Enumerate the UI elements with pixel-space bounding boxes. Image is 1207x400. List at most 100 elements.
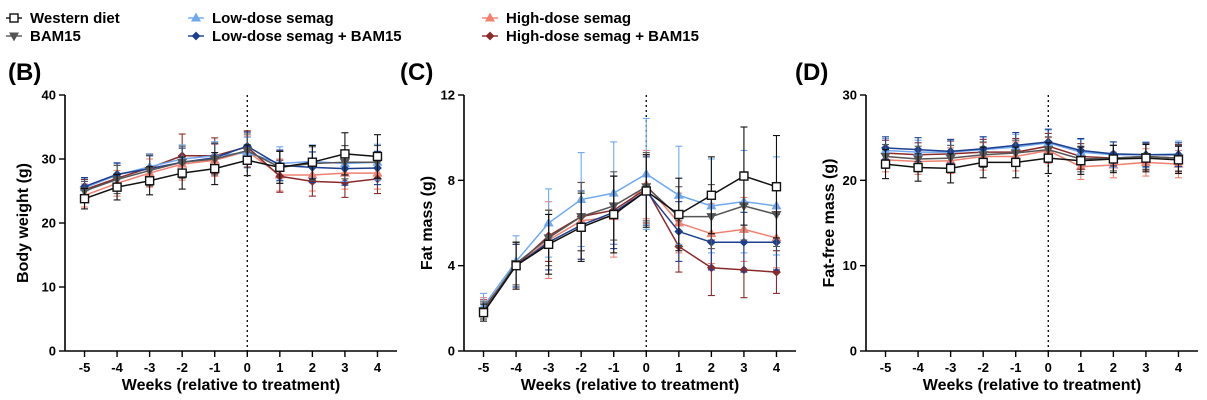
data-point xyxy=(112,182,122,192)
data-point xyxy=(79,193,90,204)
x-tick-label: 0 xyxy=(1045,360,1052,375)
x-tick-label: -1 xyxy=(209,360,221,375)
data-point xyxy=(275,162,285,173)
x-tick-label: 3 xyxy=(740,360,747,375)
panel-letter: (D) xyxy=(795,59,828,86)
y-tick-label: 4 xyxy=(448,258,456,273)
legend-marker-icon xyxy=(190,12,202,22)
data-point xyxy=(1173,155,1184,165)
legend-item-low-dose-semag: Low-dose semag xyxy=(188,10,334,27)
legend-label: High-dose semag xyxy=(506,10,631,27)
x-tick-label: 3 xyxy=(1142,360,1149,375)
data-point xyxy=(771,182,782,192)
series-line xyxy=(482,175,777,314)
x-tick-label: 1 xyxy=(1077,360,1084,375)
legend-marker-icon xyxy=(9,13,19,23)
y-tick-label: 20 xyxy=(42,216,56,231)
data-point xyxy=(609,209,619,220)
x-tick-label: -1 xyxy=(608,360,620,375)
series-line xyxy=(482,185,777,311)
x-tick-label: 1 xyxy=(276,360,283,375)
data-point xyxy=(1043,153,1053,163)
x-tick-label: 2 xyxy=(1110,360,1117,375)
y-tick-label: 0 xyxy=(49,344,56,359)
data-point xyxy=(372,151,383,162)
x-tick-label: -5 xyxy=(880,360,892,375)
y-tick-label: 8 xyxy=(448,173,455,188)
series-line xyxy=(885,157,1179,170)
y-tick-label: 10 xyxy=(843,258,857,273)
series-high-dose-semag-bam15 xyxy=(479,154,781,318)
data-point xyxy=(978,157,988,168)
y-tick-label: 40 xyxy=(42,88,56,103)
data-point xyxy=(880,159,891,169)
series-western-diet xyxy=(79,132,383,210)
x-tick-label: -3 xyxy=(945,360,957,375)
data-point xyxy=(1076,156,1086,166)
series-line xyxy=(885,141,1179,156)
data-point xyxy=(1108,154,1119,164)
data-point xyxy=(674,209,684,220)
x-tick-label: -5 xyxy=(79,360,91,375)
x-tick-label: -2 xyxy=(977,360,989,375)
y-tick-label: 30 xyxy=(843,88,857,103)
data-point xyxy=(340,149,350,159)
series-line xyxy=(885,148,1179,160)
panel-letter: (C) xyxy=(400,59,433,86)
x-tick-label: -5 xyxy=(478,360,490,375)
series-bam15 xyxy=(79,133,383,202)
legend-label: High-dose semag + BAM15 xyxy=(506,28,699,45)
data-point xyxy=(478,307,489,318)
panel-letter: (B) xyxy=(8,59,41,86)
x-tick-label: 4 xyxy=(374,360,382,375)
data-point xyxy=(913,162,923,173)
data-point xyxy=(144,176,155,186)
legend-item-high-dose-semag-bam15: High-dose semag + BAM15 xyxy=(482,28,699,45)
x-axis-label: Weeks (relative to treatment) xyxy=(122,377,340,394)
x-tick-label: 4 xyxy=(1175,360,1183,375)
series-line xyxy=(84,145,378,188)
x-tick-label: 4 xyxy=(773,360,781,375)
y-tick-label: 12 xyxy=(441,88,455,103)
legend-label: BAM15 xyxy=(30,28,81,45)
series-line xyxy=(482,189,777,311)
series-line xyxy=(84,153,378,200)
y-tick-label: 20 xyxy=(843,173,857,188)
series-line xyxy=(84,149,378,192)
legend-label: Low-dose semag + BAM15 xyxy=(212,28,402,45)
legend-item-low-dose-semag-bam15: Low-dose semag + BAM15 xyxy=(188,28,402,45)
series-western-diet xyxy=(880,142,1184,184)
x-tick-label: -2 xyxy=(575,360,587,375)
panel-d: (D) 0 10 20 30 -5 -4 -3 -2 -1 0 1 2 3 4 Weeks (relative… xyxy=(795,59,1198,394)
x-axis-label: Weeks (relative to treatment) xyxy=(923,377,1141,394)
x-tick-label: 3 xyxy=(341,360,348,375)
series-low-dose-semag xyxy=(79,136,383,198)
series-line xyxy=(885,149,1179,168)
y-tick-label: 0 xyxy=(448,344,455,359)
data-point xyxy=(641,186,651,196)
legend-marker-icon xyxy=(191,31,201,41)
x-axis-label: Weeks (relative to treatment) xyxy=(521,377,739,394)
legend-label: Western diet xyxy=(30,10,120,27)
legend-marker-icon xyxy=(485,31,495,41)
data-point xyxy=(706,190,717,200)
panel-b: (B) 0 10 20 30 40 -5 -4 -3 -2 -1 0 1 2 3 4 Weeks (relati… xyxy=(8,59,397,394)
legend-item-high-dose-semag: High-dose semag xyxy=(482,10,631,27)
legend-label: Low-dose semag xyxy=(212,10,334,27)
data-point xyxy=(307,157,318,167)
x-tick-label: -3 xyxy=(543,360,555,375)
y-axis-label: Body weight (g) xyxy=(15,163,32,283)
legend-marker-icon xyxy=(484,12,496,22)
y-axis-label: Fat-free mass (g) xyxy=(821,159,838,288)
x-tick-label: -3 xyxy=(144,360,156,375)
series-high-dose-semag xyxy=(79,135,383,208)
series-line xyxy=(482,183,777,309)
data-point xyxy=(739,171,749,181)
data-point xyxy=(242,155,252,165)
legend-item-bam15: BAM15 xyxy=(6,28,81,45)
y-tick-label: 30 xyxy=(42,152,56,167)
series-high-dose-semag-bam15 xyxy=(80,130,382,201)
x-tick-label: 0 xyxy=(244,360,251,375)
